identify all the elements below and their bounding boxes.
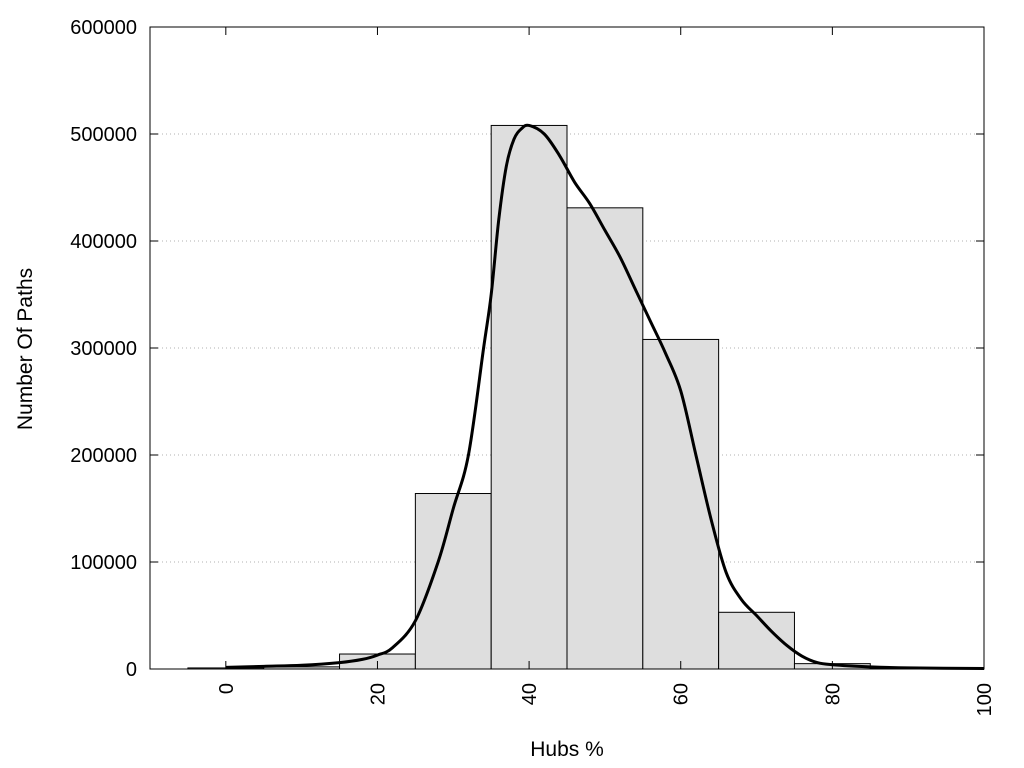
axis-ticks [150,26,985,670]
histogram-bar [414,493,492,670]
histogram-bar [566,207,644,670]
y-tick-label: 600000 [70,17,137,39]
x-axis-title: Hubs % [530,738,604,761]
density-curve-layer [225,123,985,670]
y-tick-label: 400000 [70,231,137,253]
y-tick-labels: 0 100000 200000 300000 400000 500000 600000 [70,17,137,681]
y-tick-label: 500000 [70,124,137,146]
y-axis-title: Number Of Paths [14,268,37,430]
y-tick-label: 200000 [70,445,137,467]
y-tick-label: 100000 [70,552,137,574]
histogram-bar [490,124,568,670]
x-tick-label: 100 [974,683,996,716]
x-tick-label: 20 [367,683,389,705]
y-tick-label: 0 [126,659,137,681]
x-tick-labels: 0 20 40 60 80 100 [216,683,996,716]
bars [187,124,947,670]
y-tick-label: 300000 [70,338,137,360]
x-tick-label: 60 [671,683,693,705]
x-tick-label: 40 [519,683,541,705]
density-curve [225,123,985,670]
x-tick-label: 0 [216,683,238,694]
x-tick-label: 80 [822,683,844,705]
